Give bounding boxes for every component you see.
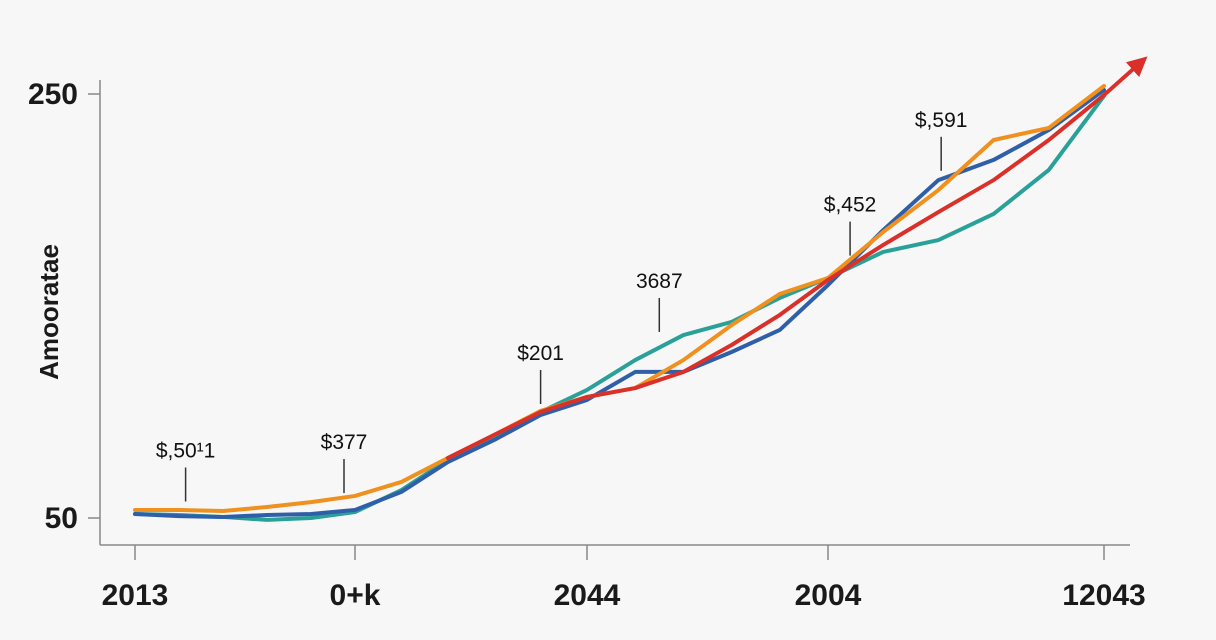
series-line-1 [133,87,1106,519]
series-line-0 [133,93,1106,522]
annotation-label: $201 [517,342,564,365]
annotation-label: $,452 [824,194,877,217]
x-tick-label: 0+k [330,579,381,612]
x-tick-label: 2044 [554,579,621,612]
annotation-label: $,50¹1 [156,440,216,463]
y-tick-label: 250 [28,78,78,111]
x-tick-label: 2004 [795,579,862,612]
annotation-label: 3687 [636,270,683,293]
series-line-3 [445,56,1148,461]
y-tick-label: 50 [45,502,78,535]
x-tick-label: 12043 [1062,579,1145,612]
annotation-label: $,591 [915,109,968,132]
x-tick-label: 2013 [102,579,169,612]
annotation-label: $377 [321,431,368,454]
series-line-2 [133,83,1106,514]
y-axis-label: Amooratae [34,244,64,380]
